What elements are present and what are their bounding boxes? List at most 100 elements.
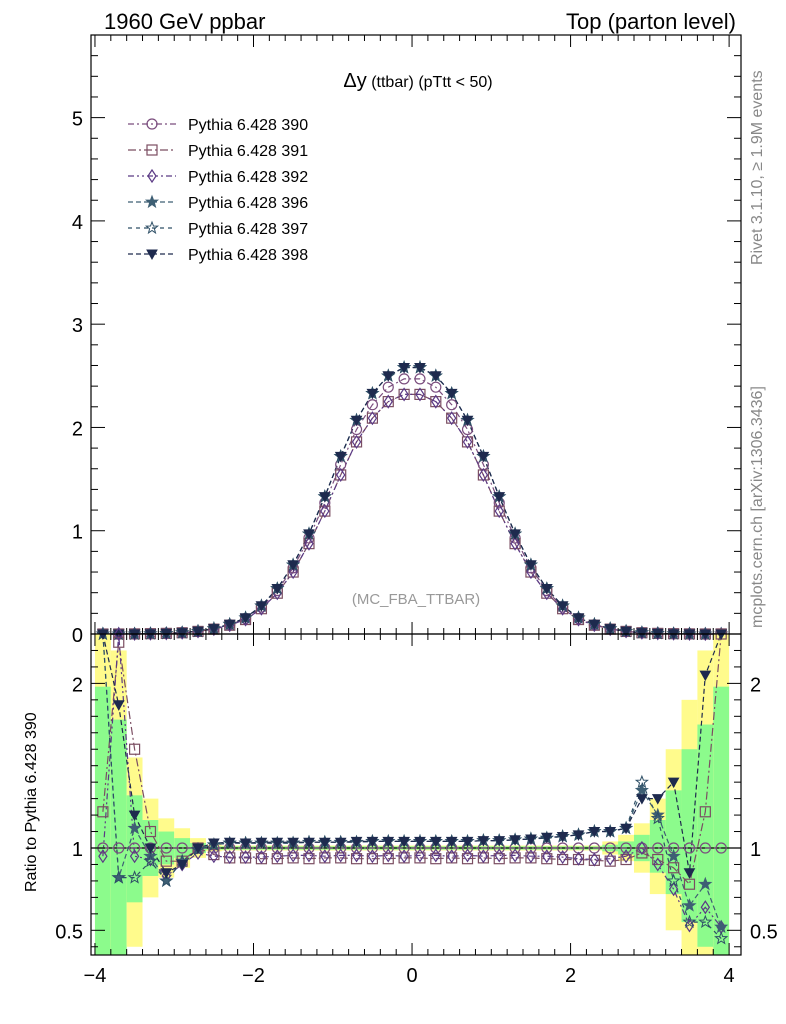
ratio-point-5-28 xyxy=(540,832,553,844)
legend-label-0: Pythia 6.428 390 xyxy=(188,117,308,134)
ratio-point-5-15 xyxy=(334,837,347,849)
ratio-point-5-4 xyxy=(160,868,173,879)
main-point-5-16 xyxy=(350,415,363,427)
ratio-point-2-1 xyxy=(114,626,124,642)
ratio-point-2-17 xyxy=(367,849,378,864)
ratio-frame xyxy=(90,633,742,956)
ratio-point-5-2 xyxy=(128,810,141,822)
main-point-5-14 xyxy=(318,492,331,503)
ratio-point-5-14 xyxy=(318,837,331,849)
ratio-point-5-1 xyxy=(112,700,125,711)
inner-band xyxy=(110,719,127,955)
main-point-5-7 xyxy=(208,624,220,635)
legend-marker-1 xyxy=(146,144,158,156)
main-point-5-29 xyxy=(556,601,569,612)
ratio-point-1-25 xyxy=(493,853,505,865)
ratio-point-3-35 xyxy=(650,807,665,822)
ratio-point-2-8 xyxy=(224,849,235,865)
plot-title: Δy (ttbar) (pTtt < 50) xyxy=(343,70,492,92)
ratio-point-5-31 xyxy=(588,827,601,838)
ratio-point-1-15 xyxy=(335,852,347,864)
ratio-point-1-26 xyxy=(509,852,521,864)
main-point-5-31 xyxy=(588,619,601,631)
ratio-point-2-34 xyxy=(637,840,647,856)
ratio-point-2-24 xyxy=(478,849,489,864)
main-point-2-15 xyxy=(335,467,346,483)
ratio-point-1-38 xyxy=(699,806,711,818)
main-point-2-13 xyxy=(304,536,314,551)
ratio-point-4-35 xyxy=(650,810,665,825)
ratio-point-1-36 xyxy=(668,862,680,874)
ratio-point-1-11 xyxy=(271,853,283,865)
main-point-5-27 xyxy=(525,560,537,571)
ratio-ytick-label-right: 1 xyxy=(750,839,761,861)
main-point-2-20 xyxy=(415,387,425,402)
ratio-ylabel: Ratio to Pythia 6.428 390 xyxy=(23,712,40,892)
main-point-5-17 xyxy=(366,388,379,400)
main-point-5-11 xyxy=(271,584,284,595)
main-point-2-19 xyxy=(399,387,409,402)
ratio-point-0-38 xyxy=(699,842,711,854)
ratio-point-5-27 xyxy=(525,834,537,845)
ratio-point-2-9 xyxy=(240,849,251,865)
ratio-point-4-4 xyxy=(159,873,174,887)
main-point-5-10 xyxy=(255,601,268,612)
ratio-point-5-18 xyxy=(382,836,395,848)
ratio-point-1-13 xyxy=(303,853,315,865)
ratio-ytick-label: 1 xyxy=(72,839,83,861)
ratio-point-0-37 xyxy=(683,842,696,854)
ratio-point-4-3 xyxy=(143,853,158,868)
main-ytick-label: 2 xyxy=(72,418,83,440)
plot-title-rest: (ttbar) (pTtt < 50) xyxy=(367,74,493,91)
main-point-2-18 xyxy=(383,394,393,409)
ratio-point-1-2 xyxy=(128,743,141,755)
ratio-point-5-34 xyxy=(636,794,648,805)
main-point-0-18 xyxy=(382,381,394,393)
ratio-point-3-37 xyxy=(682,898,697,912)
ratio-xtick-label: 2 xyxy=(565,965,576,987)
main-point-5-12 xyxy=(287,560,299,571)
ratio-point-0-1 xyxy=(113,842,125,854)
ratio-point-2-29 xyxy=(557,849,568,865)
main-point-2-17 xyxy=(367,411,378,426)
ratio-line-4 xyxy=(102,633,722,939)
ratio-point-3-39 xyxy=(714,919,729,934)
ratio-point-2-33 xyxy=(621,849,631,864)
main-point-2-21 xyxy=(431,394,441,409)
main-point-5-20 xyxy=(414,363,426,374)
ratio-point-2-7 xyxy=(209,849,219,864)
ratio-point-2-10 xyxy=(256,849,267,865)
main-point-5-26 xyxy=(509,529,521,540)
ratio-point-5-12 xyxy=(287,837,299,849)
ratio-point-0-39 xyxy=(715,842,727,854)
inner-band xyxy=(665,790,682,895)
ratio-point-4-36 xyxy=(666,873,681,887)
main-point-5-32 xyxy=(604,624,617,635)
ratio-point-2-12 xyxy=(288,848,298,863)
ratio-point-1-4 xyxy=(160,855,172,867)
main-point-5-5 xyxy=(176,628,189,639)
ratio-point-2-20 xyxy=(415,848,425,863)
inner-band xyxy=(713,686,730,955)
ratio-point-3-2 xyxy=(127,820,142,835)
ratio-point-2-30 xyxy=(573,851,584,866)
ratio-point-4-37 xyxy=(682,914,697,929)
watermark: (MC_FBA_TTBAR) xyxy=(352,591,480,608)
ratio-line-2 xyxy=(102,633,722,928)
main-point-0-17 xyxy=(366,399,379,411)
ratio-point-2-13 xyxy=(304,848,314,863)
ratio-point-5-5 xyxy=(176,859,189,871)
main-point-5-25 xyxy=(493,492,506,503)
ratio-point-4-34 xyxy=(634,774,649,789)
ratio-xtick-label: 0 xyxy=(406,965,417,987)
main-point-0-22 xyxy=(446,399,458,411)
ratio-point-2-38 xyxy=(700,900,711,915)
ratio-point-5-9 xyxy=(239,838,252,850)
ratio-point-5-16 xyxy=(350,836,363,848)
ratio-ytick-label: 0.5 xyxy=(55,921,83,943)
ratio-point-4-1 xyxy=(111,870,126,884)
main-point-5-23 xyxy=(461,415,474,427)
ratio-point-2-2 xyxy=(129,849,140,864)
ratio-point-5-6 xyxy=(192,843,204,855)
ratio-point-5-8 xyxy=(223,837,236,849)
